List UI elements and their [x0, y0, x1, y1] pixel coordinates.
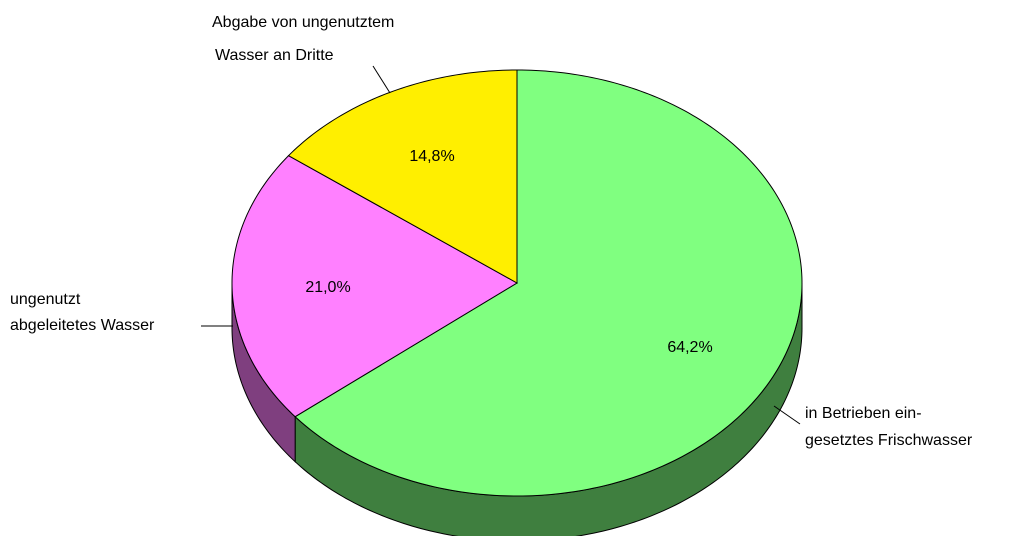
value-label: 21,0% [305, 279, 350, 296]
category-label: abgeleitetes Wasser [10, 317, 155, 334]
category-label: ungenutzt [10, 291, 81, 308]
slice [294, 69, 803, 497]
value-label: 14,8% [409, 148, 454, 165]
slice [231, 155, 518, 418]
value-label: 64,2% [667, 339, 712, 356]
category-label: gesetztes Frischwasser [805, 432, 973, 449]
category-label: in Betrieben ein- [805, 405, 922, 422]
leader-line [372, 65, 391, 94]
leader-line [773, 405, 801, 425]
category-label: Wasser an Dritte [215, 47, 334, 64]
category-label: Abgabe von ungenutztem [212, 14, 394, 31]
